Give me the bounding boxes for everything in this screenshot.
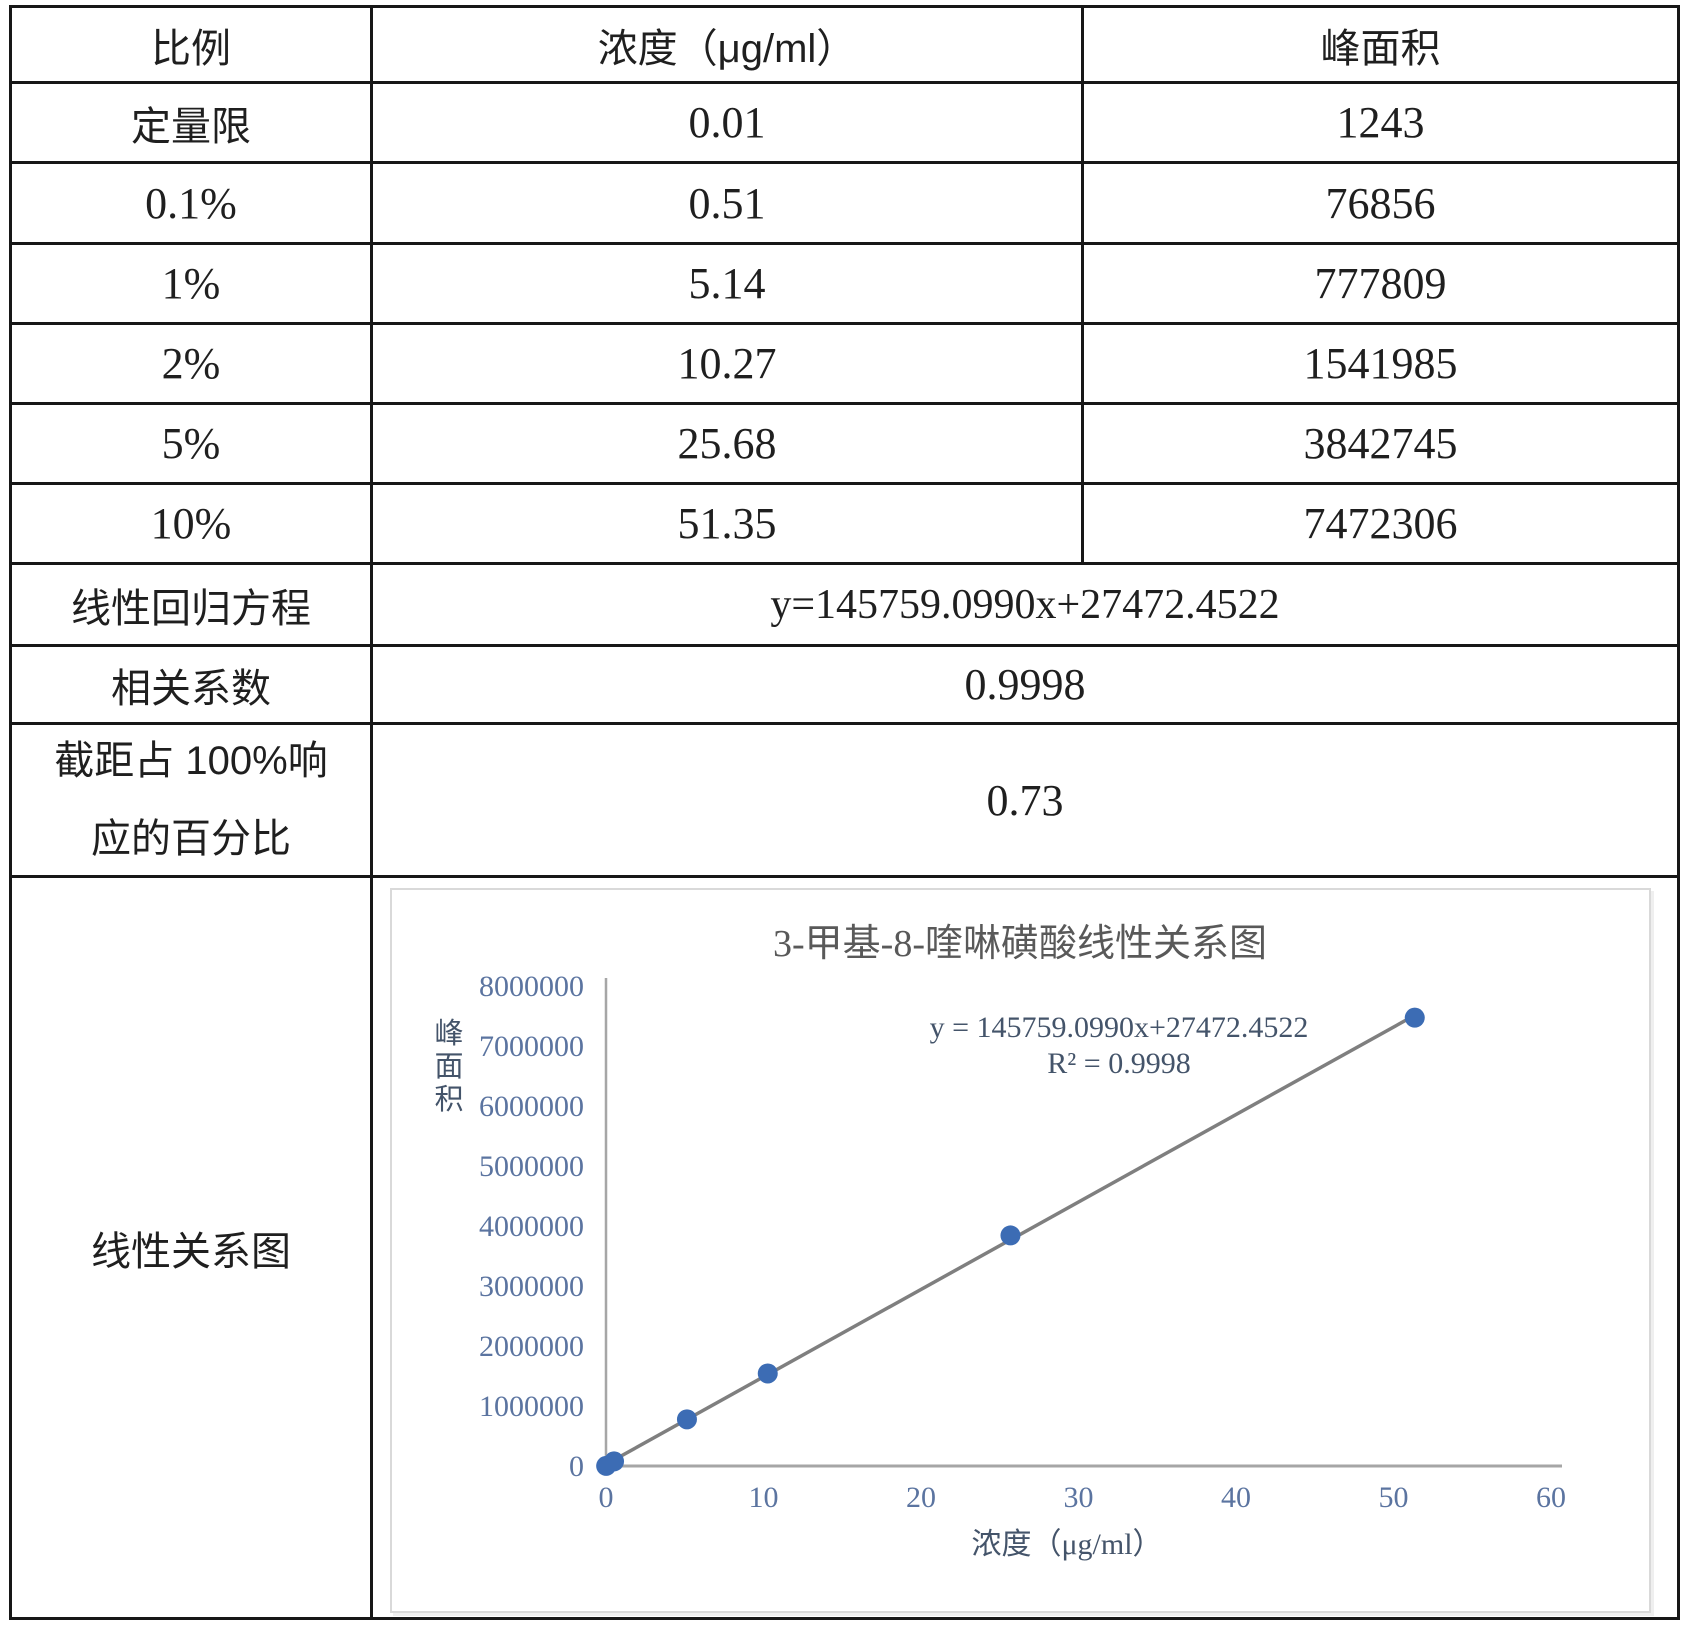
x-tick-label: 60 <box>1536 1481 1566 1514</box>
y-tick-label: 2000000 <box>479 1330 584 1363</box>
col-header-ratio: 比例 <box>9 5 373 84</box>
y-tick-label: 5000000 <box>479 1150 584 1183</box>
chart-point <box>604 1450 625 1471</box>
linearity-table: 比例 浓度（μg/ml） 峰面积 定量限 0.01 1243 0.1% 0.51… <box>9 5 1680 1620</box>
chart-row-label: 线性关系图 <box>9 875 373 1620</box>
cell-ratio: 0.1% <box>9 161 373 245</box>
cell-ratio: 2% <box>9 322 373 405</box>
cell-peak-area: 1541985 <box>1081 322 1680 405</box>
y-tick-label: 0 <box>569 1450 584 1483</box>
x-tick-label: 50 <box>1379 1481 1409 1514</box>
regression-equation: y=145759.0990x+27472.4522 <box>370 562 1680 647</box>
chart-row: 线性关系图 0 1000000 2000000 3000000 4000000 50000… <box>9 875 1680 1620</box>
y-tick-label: 4000000 <box>479 1210 584 1243</box>
y-tick-label: 8000000 <box>479 970 584 1003</box>
y-tick-label: 7000000 <box>479 1030 584 1063</box>
table-row: 定量限 0.01 1243 <box>9 81 1680 164</box>
col-header-peak-area: 峰面积 <box>1081 5 1680 84</box>
chart-point <box>1404 1007 1425 1028</box>
chart-title: 3-甲基-8-喹啉磺酸线性关系图 <box>773 923 1267 965</box>
cell-peak-area: 7472306 <box>1081 482 1680 565</box>
chart-point <box>676 1408 697 1429</box>
x-tick-label: 0 <box>599 1481 614 1514</box>
cell-peak-area: 1243 <box>1081 81 1680 164</box>
r-squared-label: R² = 0.9998 <box>1047 1047 1190 1080</box>
x-tick-label: 30 <box>1064 1481 1094 1514</box>
x-axis-label: 浓度（μg/ml） <box>971 1528 1162 1561</box>
table-header-row: 比例 浓度（μg/ml） 峰面积 <box>9 5 1680 84</box>
cell-concentration: 5.14 <box>370 242 1084 325</box>
chart-cell: 0 1000000 2000000 3000000 4000000 5000000 6000… <box>370 875 1680 1620</box>
chart-point <box>1000 1224 1021 1245</box>
intercept-row: 截距占 100%响 应的百分比 0.73 <box>9 722 1680 878</box>
regression-label: 线性回归方程 <box>9 562 373 647</box>
cell-peak-area: 777809 <box>1081 242 1680 325</box>
cell-peak-area: 3842745 <box>1081 402 1680 485</box>
x-tick-label: 10 <box>749 1481 779 1514</box>
y-tick-label: 1000000 <box>479 1390 584 1423</box>
correlation-label: 相关系数 <box>9 644 373 725</box>
cell-concentration: 51.35 <box>370 482 1084 565</box>
correlation-value: 0.9998 <box>370 644 1680 725</box>
y-tick-label: 6000000 <box>479 1090 584 1123</box>
trendline-equation-label: y = 145759.0990x+27472.4522 <box>930 1011 1309 1044</box>
linearity-chart-svg: 0 1000000 2000000 3000000 4000000 5000000 6000… <box>434 923 1566 1561</box>
x-tick-label: 40 <box>1221 1481 1251 1514</box>
cell-peak-area: 76856 <box>1081 161 1680 245</box>
cell-concentration: 10.27 <box>370 322 1084 405</box>
intercept-label-line2: 应的百分比 <box>91 817 291 861</box>
intercept-label: 截距占 100%响 应的百分比 <box>9 722 373 878</box>
table-row: 2% 10.27 1541985 <box>9 322 1680 405</box>
intercept-value: 0.73 <box>370 722 1680 878</box>
cell-concentration: 0.01 <box>370 81 1084 164</box>
intercept-label-line1: 截距占 100%响 <box>54 739 328 783</box>
y-axis-label-char: 积 <box>434 1084 463 1116</box>
table-row: 5% 25.68 3842745 <box>9 402 1680 485</box>
table-row: 0.1% 0.51 76856 <box>9 161 1680 245</box>
cell-concentration: 0.51 <box>370 161 1084 245</box>
y-axis-label-char: 峰 <box>434 1017 463 1050</box>
y-axis-label-char: 面 <box>434 1051 463 1083</box>
regression-row: 线性回归方程 y=145759.0990x+27472.4522 <box>9 562 1680 647</box>
col-header-concentration: 浓度（μg/ml） <box>370 5 1084 84</box>
cell-ratio: 1% <box>9 242 373 325</box>
x-tick-label: 20 <box>906 1481 936 1514</box>
cell-ratio: 定量限 <box>9 81 373 164</box>
chart-point <box>757 1362 778 1383</box>
table-row: 10% 51.35 7472306 <box>9 482 1680 565</box>
chart-frame: 0 1000000 2000000 3000000 4000000 5000000 6000… <box>390 887 1651 1613</box>
cell-concentration: 25.68 <box>370 402 1084 485</box>
table-row: 1% 5.14 777809 <box>9 242 1680 325</box>
cell-ratio: 5% <box>9 402 373 485</box>
cell-ratio: 10% <box>9 482 373 565</box>
correlation-row: 相关系数 0.9998 <box>9 644 1680 725</box>
y-tick-label: 3000000 <box>479 1270 584 1303</box>
